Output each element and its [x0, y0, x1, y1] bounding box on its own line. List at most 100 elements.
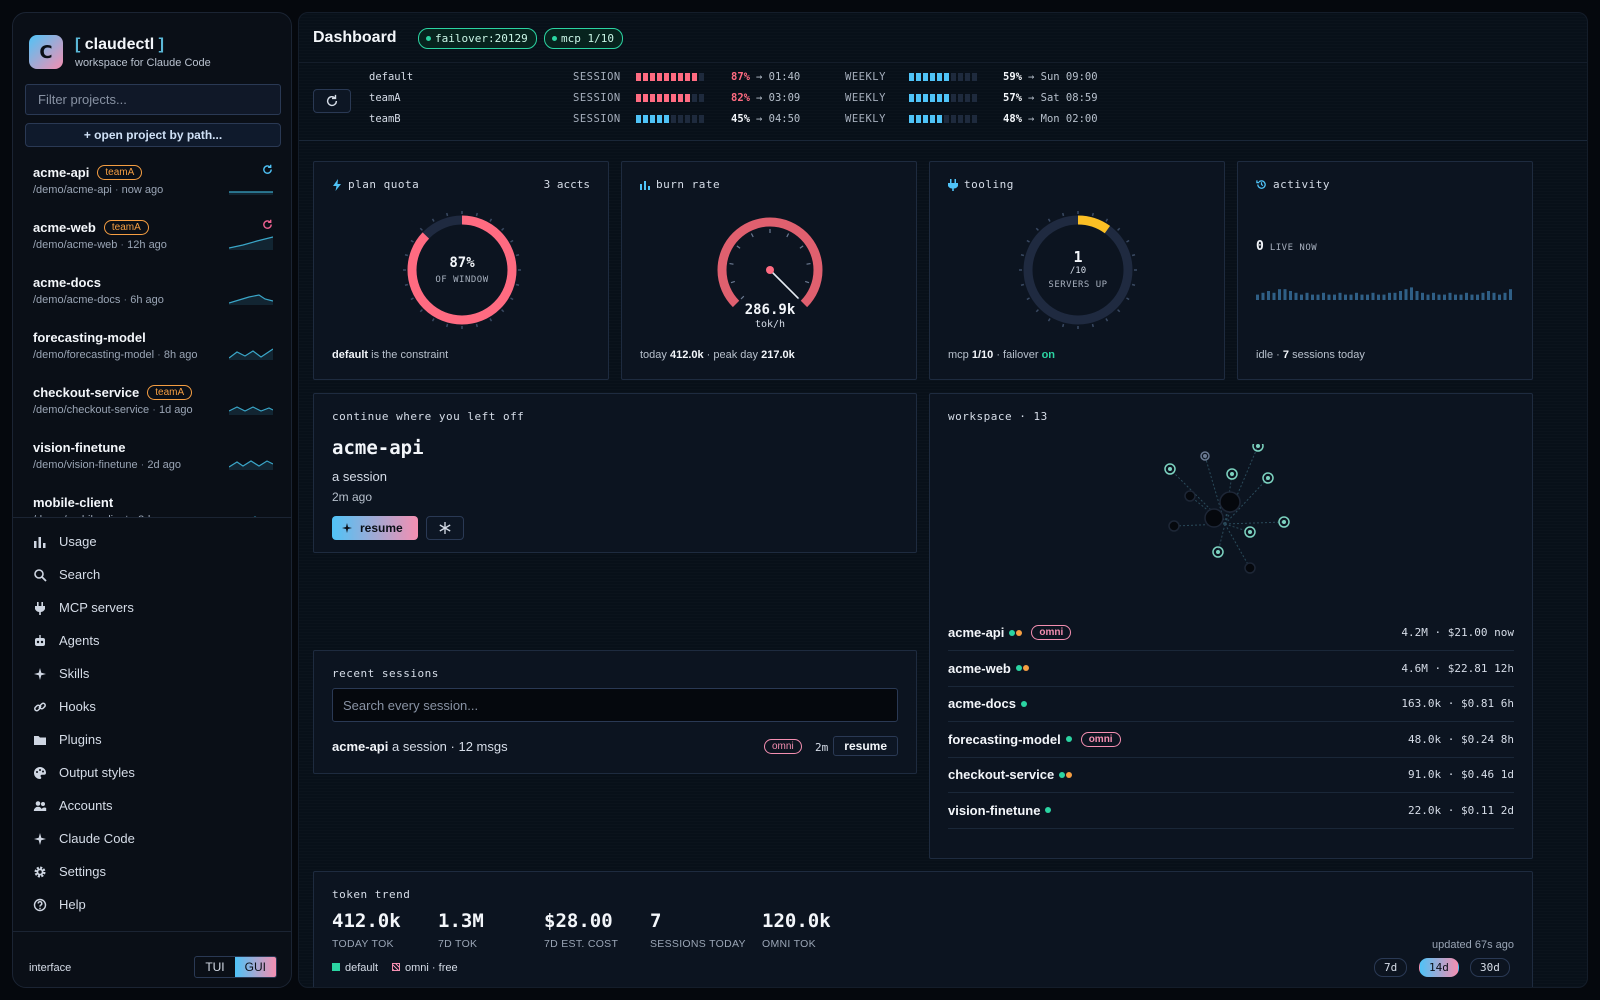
- link-icon: [34, 702, 46, 711]
- activity-bar: [1437, 294, 1441, 300]
- activity-sparkbars: [1256, 287, 1512, 300]
- range-30d[interactable]: 30d: [1470, 958, 1510, 977]
- kpi-value: 7: [650, 910, 662, 932]
- range-14d[interactable]: 14d: [1419, 958, 1459, 977]
- project-name-text: mobile-client: [33, 495, 114, 510]
- workspace-row-vision-finetune[interactable]: vision-finetune 22.0k · $0.11 2d: [948, 794, 1514, 829]
- workspace-row-acme-web[interactable]: acme-web 4.6M · $22.81 12h: [948, 652, 1514, 687]
- kpi-label: TODAY TOK: [332, 938, 394, 950]
- status-dot: [1066, 771, 1073, 778]
- plan-quota-heading: plan quota: [332, 178, 419, 191]
- workspace-row-forecasting-model[interactable]: forecasting-model omni 48.0k · $0.24 8h: [948, 723, 1514, 758]
- nav-usage[interactable]: Usage: [13, 525, 291, 558]
- activity-bar: [1267, 291, 1270, 300]
- nav-settings[interactable]: Settings: [13, 855, 291, 888]
- failover-pill[interactable]: failover:20129: [418, 28, 537, 49]
- legend-default: default: [332, 962, 378, 974]
- continue-heading: continue where you left off: [332, 410, 525, 423]
- nav-mcp-servers[interactable]: MCP servers: [13, 591, 291, 624]
- activity-bar: [1492, 292, 1496, 300]
- mcp-pill[interactable]: mcp 1/10: [544, 28, 623, 49]
- nav-label: Agents: [59, 633, 100, 648]
- nav-label: Accounts: [59, 798, 113, 813]
- activity-bar: [1300, 294, 1303, 300]
- quota-row-teamA: teamA SESSION 82% → 03:09 WEEKLY 57% → Sat 08:…: [369, 88, 1169, 109]
- open-project-button[interactable]: + open project by path...: [25, 123, 281, 147]
- workspace-row-checkout-service[interactable]: checkout-service 91.0k · $0.46 1d: [948, 758, 1514, 793]
- session-search-input[interactable]: [332, 688, 898, 722]
- project-path-text: /demo/acme-docs: [33, 294, 121, 306]
- nav-help[interactable]: Help: [13, 888, 291, 921]
- gui-option[interactable]: GUI: [234, 957, 276, 977]
- project-name-text: vision-finetune: [33, 440, 126, 455]
- resume-button[interactable]: resume: [332, 516, 418, 540]
- activity-foot: idle · 7 sessions today: [1256, 349, 1365, 361]
- recent-sessions-heading: recent sessions: [332, 667, 439, 680]
- today-label: today: [640, 349, 670, 361]
- nav-hooks[interactable]: Hooks: [13, 690, 291, 723]
- gauge-fill: [407, 215, 517, 325]
- project-item-checkout-service[interactable]: checkout-service teamA/demo/checkout-serv…: [13, 375, 291, 430]
- activity-bar: [1465, 292, 1468, 300]
- fork-button[interactable]: [426, 516, 464, 540]
- plan-quota-foot: default is the constraint: [332, 349, 448, 361]
- status-dot: [1020, 700, 1027, 707]
- nav-output-styles[interactable]: Output styles: [13, 756, 291, 789]
- weekly-reset: → Mon 02:00: [1028, 113, 1098, 125]
- refresh-button[interactable]: [313, 89, 351, 113]
- project-path-text: /demo/forecasting-model: [33, 349, 155, 361]
- session-label: SESSION: [573, 71, 621, 83]
- gauge-tick: [431, 318, 435, 322]
- graph-node-core: [1216, 550, 1220, 554]
- project-sparkline: [229, 236, 273, 250]
- session-resume-button[interactable]: resume: [833, 736, 898, 756]
- project-path-text: /demo/acme-api: [33, 184, 112, 196]
- weekly-reset: → Sat 08:59: [1028, 92, 1098, 104]
- burn-needle: [769, 269, 799, 299]
- project-item-mobile-client[interactable]: mobile-client/demo/mobile-client · 3d ag…: [13, 485, 291, 517]
- activity-bar: [1498, 294, 1501, 300]
- activity-bar: [1316, 294, 1320, 300]
- gauge-tick: [1047, 218, 1051, 222]
- graph-node: [1164, 463, 1176, 475]
- weekly-pct: 57%: [1003, 92, 1022, 104]
- activity-bar: [1503, 292, 1507, 300]
- kpi-label: 7D TOK: [438, 938, 478, 950]
- sync-icon[interactable]: [262, 164, 273, 175]
- project-item-acme-docs[interactable]: acme-docs/demo/acme-docs · 6h ago: [13, 265, 291, 320]
- team-badge: teamA: [103, 220, 149, 235]
- gauge-tick: [446, 323, 449, 328]
- app-logo: C: [29, 35, 63, 69]
- filter-projects-input[interactable]: [25, 84, 281, 115]
- kpi-label: 7D EST. COST: [544, 938, 619, 950]
- gauge-tick: [1035, 309, 1039, 313]
- project-age: 3d ago: [138, 514, 172, 517]
- nav-agents[interactable]: Agents: [13, 624, 291, 657]
- nav-accounts[interactable]: Accounts: [13, 789, 291, 822]
- activity-bar: [1426, 294, 1430, 300]
- workspace-row-acme-api[interactable]: acme-api omni 4.2M · $21.00 now: [948, 616, 1514, 651]
- tui-option[interactable]: TUI: [205, 960, 225, 974]
- plug-icon: [35, 601, 45, 615]
- project-item-forecasting-model[interactable]: forecasting-model/demo/forecasting-model…: [13, 320, 291, 375]
- project-item-vision-finetune[interactable]: vision-finetune/demo/vision-finetune · 2…: [13, 430, 291, 485]
- project-sparkline: [229, 460, 273, 470]
- project-item-acme-api[interactable]: acme-api teamA/demo/acme-api · now ago: [13, 155, 291, 210]
- legend-omni: omni · free: [392, 962, 458, 974]
- session-label: SESSION: [573, 92, 621, 104]
- graph-node: [1204, 508, 1224, 528]
- nav-claude-code[interactable]: Claude Code: [13, 822, 291, 855]
- range-7d[interactable]: 7d: [1374, 958, 1408, 977]
- project-sparkline: [229, 406, 273, 415]
- gauge-tick: [1091, 323, 1094, 328]
- nav-plugins[interactable]: Plugins: [13, 723, 291, 756]
- graph-node: [1244, 526, 1256, 538]
- recent-session-row[interactable]: acme-api a session · 12 msgs omni 2m res…: [332, 735, 898, 759]
- project-item-acme-web[interactable]: acme-web teamA/demo/acme-web · 12h ago: [13, 210, 291, 265]
- gauge-tick: [501, 309, 505, 313]
- workspace-row-acme-docs[interactable]: acme-docs 163.0k · $0.81 6h: [948, 687, 1514, 722]
- sync-icon[interactable]: [262, 219, 273, 230]
- nav-search[interactable]: Search: [13, 558, 291, 591]
- kpi-today-tok: 412.0k TODAY TOK: [332, 910, 401, 950]
- nav-skills[interactable]: Skills: [13, 657, 291, 690]
